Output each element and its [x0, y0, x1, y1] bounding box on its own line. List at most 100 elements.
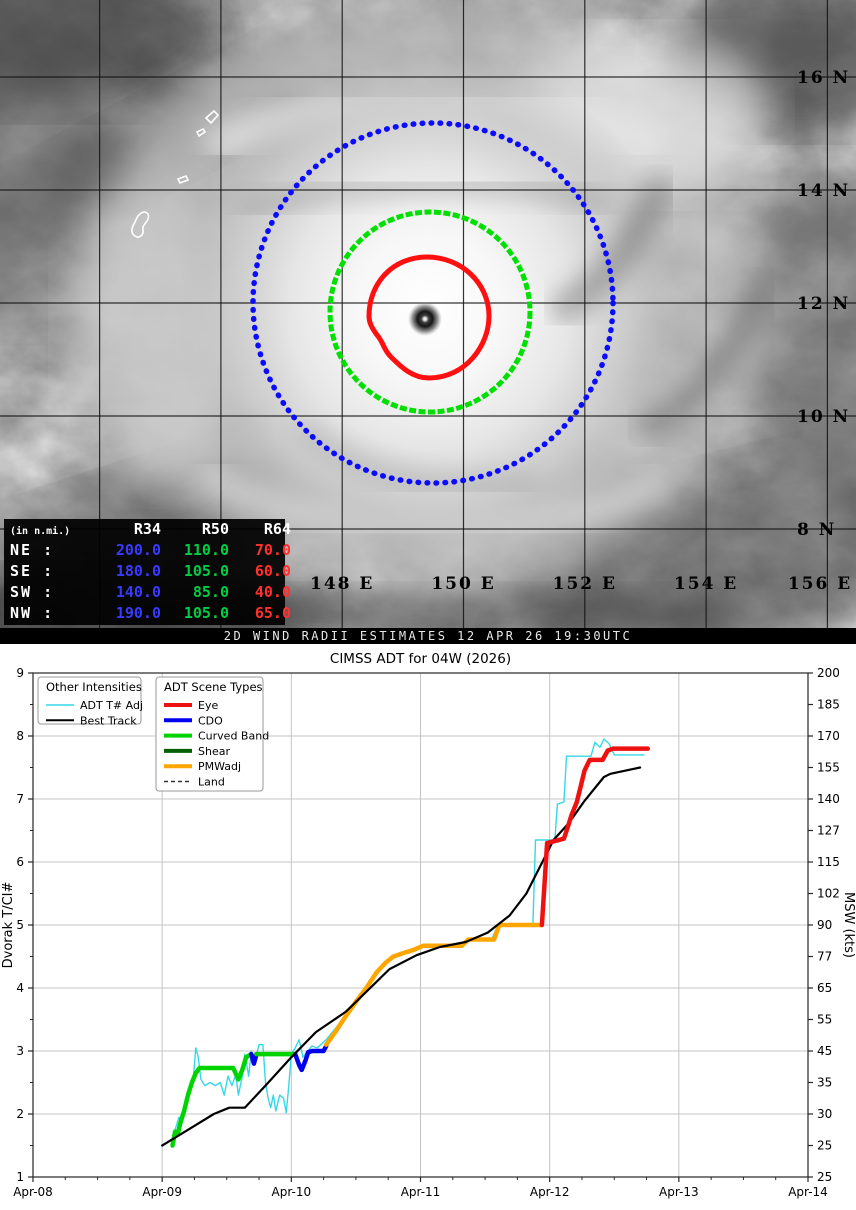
x-tick-label: Apr-09	[142, 1185, 182, 1199]
radii-row-nw: NW : 190.0 105.0 65.0	[4, 603, 291, 624]
lat-label: 8 N	[797, 520, 836, 540]
quadrant-label: NE :	[10, 541, 55, 559]
legend-item-label: ADT T# Adj	[80, 699, 143, 712]
legend-item-label: Shear	[198, 745, 230, 758]
y-left-tick-label: 9	[16, 666, 24, 680]
y-right-tick-label: 25	[817, 1170, 832, 1184]
x-tick-label: Apr-12	[530, 1185, 570, 1199]
y-right-tick-label: 35	[817, 1076, 832, 1090]
y-right-tick-label: 170	[817, 729, 840, 743]
y-right-tick-label: 55	[817, 1013, 832, 1027]
legend-item-label: Land	[198, 776, 225, 789]
legend-item-label: PMWadj	[198, 760, 241, 773]
y-right-tick-label: 127	[817, 824, 840, 838]
radii-row-ne: NE : 200.0 110.0 70.0	[4, 540, 291, 561]
r64-value: 70.0	[254, 541, 291, 559]
r34-value: 200.0	[115, 541, 161, 559]
legend-title: ADT Scene Types	[164, 680, 263, 694]
quadrant-label: SE :	[10, 562, 55, 580]
lon-label: 150 E	[431, 574, 495, 594]
y-right-axis-label: MSW (kts)	[841, 892, 856, 958]
r64-ring	[366, 254, 492, 381]
y-left-tick-label: 2	[16, 1107, 24, 1121]
adt-intensity-chart: Apr-08 Apr-09 Apr-10 Apr-11 Apr-12 Apr-13 Apr-…	[1, 651, 856, 1199]
series-pmwadj	[323, 922, 545, 1047]
island-outlines	[131, 109, 220, 238]
image-caption: 2D WIND RADII ESTIMATES 12 APR 26 19:30U…	[0, 628, 856, 644]
radii-table-header: (in n.mi.) R34 R50 R64	[4, 519, 291, 540]
y-left-axis-label: Dvorak T/CI#	[1, 882, 16, 969]
lon-label: 154 E	[674, 574, 738, 594]
y-right-tick-label: 25	[817, 1139, 832, 1153]
y-right-tick-label: 200	[817, 666, 840, 680]
y-left-tick-label: 3	[16, 1044, 24, 1058]
lon-label: 156 E	[788, 574, 852, 594]
series-cdo	[249, 1051, 259, 1066]
r34-column-header: R34	[133, 520, 161, 538]
y-right-tick-label: 65	[817, 981, 832, 995]
x-tick-label: Apr-11	[401, 1185, 441, 1199]
satellite-image: 16 N 14 N 12 N 10 N 8 N 148 E 150 E 152 E 154 E 1…	[0, 0, 856, 628]
radii-row-sw: SW : 140.0 85.0 40.0	[4, 582, 291, 603]
series-adt-t-adj	[171, 738, 645, 1140]
r64-value: 60.0	[254, 562, 291, 580]
y-left-tick-label: 1	[16, 1170, 24, 1184]
radii-unit-label: (in n.mi.)	[10, 526, 71, 537]
lat-label: 10 N	[797, 407, 850, 427]
x-tick-label: Apr-10	[272, 1185, 312, 1199]
legend-adt-scene-types: ADT Scene Types Eye CDO Curved Band Shear PMW…	[155, 676, 269, 792]
chart-title: CIMSS ADT for 04W (2026)	[330, 651, 511, 667]
y-right-tick-label: 115	[817, 855, 840, 869]
lon-label: 152 E	[553, 574, 617, 594]
y-right-tick-label: 77	[817, 950, 832, 964]
r50-value: 110.0	[183, 541, 229, 559]
y-right-tick-label: 30	[817, 1107, 832, 1121]
x-tick-label: Apr-14	[788, 1185, 828, 1199]
y-right-tick-label: 185	[817, 698, 840, 712]
y-right-tick-label: 90	[817, 918, 832, 932]
satellite-panel: 16 N 14 N 12 N 10 N 8 N 148 E 150 E 152 E 154 E 1…	[0, 0, 856, 644]
legend-item-label: Best Track	[80, 714, 137, 727]
y-left-tick-label: 5	[16, 918, 24, 932]
r34-ring	[250, 120, 616, 486]
quadrant-label: NW :	[10, 604, 55, 622]
series-best-track	[161, 766, 642, 1147]
r50-value: 105.0	[183, 562, 229, 580]
y-right-tick-label: 45	[817, 1044, 832, 1058]
y-left-tick-label: 4	[16, 981, 24, 995]
wind-radii-table: (in n.mi.) R34 R50 R64 NE : 200.0 110.0 …	[4, 519, 291, 625]
r50-ring	[327, 209, 533, 415]
coordinate-labels: 16 N 14 N 12 N 10 N 8 N 148 E 150 E 152 E 154 E 1…	[310, 68, 852, 594]
r50-column-header: R50	[201, 520, 229, 538]
r34-value: 180.0	[115, 562, 161, 580]
legend-item-label: Curved Band	[198, 730, 269, 743]
legend-item-label: CDO	[198, 714, 223, 727]
lon-label: 148 E	[310, 574, 374, 594]
y-left-tick-label: 8	[16, 729, 24, 743]
lat-label: 14 N	[797, 181, 850, 201]
r64-column-header: R64	[263, 520, 291, 538]
r64-value: 40.0	[254, 583, 291, 601]
r64-value: 65.0	[254, 604, 291, 622]
lat-label: 16 N	[797, 68, 850, 88]
r34-value: 190.0	[115, 604, 161, 622]
y-left-tick-label: 7	[16, 792, 24, 806]
y-right-tick-label: 155	[817, 761, 840, 775]
r34-value: 140.0	[115, 583, 161, 601]
lat-label: 12 N	[797, 294, 850, 314]
x-tick-label: Apr-08	[13, 1185, 53, 1199]
legend-other-intensities: Other Intensities ADT T# Adj Best Track	[37, 676, 143, 727]
x-tick-label: Apr-13	[659, 1185, 699, 1199]
quadrant-label: SW :	[10, 583, 55, 601]
series-cdo	[292, 1043, 329, 1073]
series-curved-band	[170, 1051, 254, 1148]
y-left-tick-label: 6	[16, 855, 24, 869]
r50-value: 85.0	[192, 583, 229, 601]
storm-eye	[408, 302, 442, 336]
r50-value: 105.0	[183, 604, 229, 622]
radii-row-se: SE : 180.0 105.0 60.0	[4, 561, 291, 582]
y-right-tick-label: 102	[817, 887, 840, 901]
series-eye	[539, 746, 651, 928]
legend-title: Other Intensities	[46, 680, 142, 694]
